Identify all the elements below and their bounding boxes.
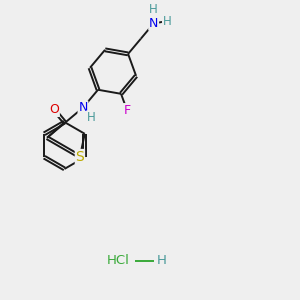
Text: H: H xyxy=(87,111,96,124)
Text: O: O xyxy=(49,103,59,116)
Text: S: S xyxy=(76,150,84,164)
Text: H: H xyxy=(163,15,171,28)
Text: H: H xyxy=(149,3,158,16)
Text: F: F xyxy=(124,104,130,117)
Text: H: H xyxy=(157,254,166,268)
Text: HCl: HCl xyxy=(107,254,130,268)
Text: N: N xyxy=(78,101,88,114)
Text: N: N xyxy=(149,17,158,30)
